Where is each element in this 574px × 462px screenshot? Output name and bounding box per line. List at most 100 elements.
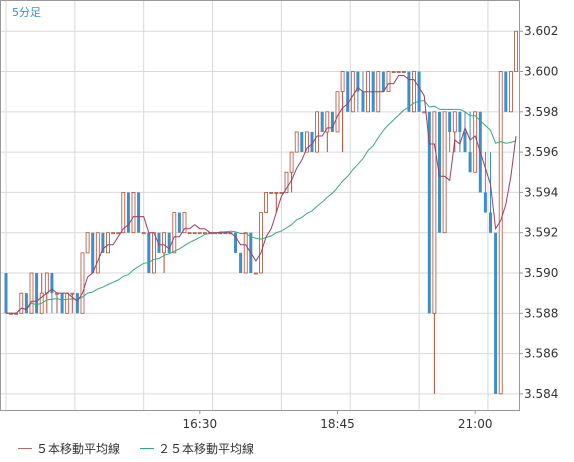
candle-body — [294, 131, 299, 153]
candle-body — [432, 111, 437, 314]
candle — [407, 71, 411, 112]
candle-body — [44, 272, 49, 294]
candle — [147, 232, 151, 273]
candle-body — [172, 212, 177, 254]
candle-body — [473, 111, 478, 173]
candle — [60, 293, 64, 314]
candle-body — [157, 232, 161, 253]
candle-body — [151, 232, 156, 274]
candle — [335, 91, 340, 133]
candle — [289, 151, 294, 193]
ma25-line — [6, 99, 517, 314]
candle-body — [448, 111, 452, 132]
candle-body — [187, 232, 192, 235]
candle-body — [438, 111, 441, 233]
candle-body — [50, 272, 54, 294]
candle-body — [401, 71, 406, 73]
candle — [137, 192, 141, 233]
candle — [116, 232, 121, 235]
grid-lines — [1, 1, 519, 410]
candle — [197, 232, 202, 235]
candle — [269, 192, 274, 194]
candle-body — [192, 232, 197, 235]
candle-body — [381, 71, 385, 92]
candle — [19, 292, 24, 314]
candle — [442, 111, 447, 234]
candle-body — [310, 131, 314, 153]
candle-body — [85, 232, 90, 254]
candle-body — [259, 212, 263, 274]
candle-body — [407, 71, 411, 112]
candle — [279, 192, 284, 194]
candle-body — [340, 71, 345, 93]
candle — [330, 111, 334, 132]
y-axis: 3.584 3.586 3.588 3.590 3.592 3.594 3.596 3.598… — [519, 24, 558, 401]
candle — [106, 232, 110, 254]
candle — [264, 192, 269, 213]
candle-body — [95, 232, 100, 274]
candle-body — [452, 111, 457, 133]
plot-area — [0, 0, 520, 411]
legend-label-ma5: ５本移動平均線 — [36, 442, 121, 456]
candle — [458, 111, 462, 153]
candle — [131, 192, 136, 234]
candle — [340, 71, 345, 153]
candle-body — [315, 111, 320, 153]
legend-item-ma25: ２５本移動平均線 — [140, 440, 254, 457]
y-tick-label: 3.594 — [524, 185, 558, 199]
candles — [4, 30, 518, 395]
candle — [401, 71, 406, 73]
candle-body — [494, 232, 498, 394]
candle — [315, 111, 320, 153]
candle — [438, 111, 441, 233]
candle-body — [468, 152, 472, 173]
candle-body — [508, 71, 513, 113]
candle — [141, 232, 146, 235]
candle-body — [335, 91, 340, 133]
candle — [192, 232, 197, 235]
candle-body — [442, 111, 447, 234]
candle — [494, 232, 498, 394]
candle — [29, 272, 34, 314]
candle — [489, 152, 492, 233]
candle-body — [239, 252, 243, 273]
candle — [253, 272, 258, 275]
candle-body — [304, 131, 309, 153]
candle-body — [202, 232, 207, 235]
candle — [80, 252, 85, 314]
candle — [356, 71, 360, 112]
candle-body — [279, 192, 284, 194]
ma5-line — [6, 75, 517, 314]
candle-body — [197, 232, 202, 235]
candle-body — [91, 232, 95, 273]
candle-body — [396, 71, 401, 73]
candle — [172, 212, 177, 254]
candle-body — [417, 71, 421, 112]
candle-body — [284, 171, 289, 193]
candle-body — [75, 293, 79, 314]
candle-body — [70, 292, 75, 295]
candle — [151, 232, 156, 274]
candle — [463, 111, 467, 153]
candle — [504, 71, 508, 112]
candle-body — [111, 232, 115, 235]
candle — [427, 111, 431, 314]
candle-body — [141, 232, 146, 235]
candle-body — [234, 232, 237, 253]
candle — [432, 111, 437, 394]
candle-body — [177, 212, 181, 233]
candle-body — [264, 192, 269, 213]
candle-body — [483, 192, 487, 213]
candle-body — [412, 71, 416, 113]
period-label: 5分足 — [12, 6, 41, 19]
candle-body — [458, 111, 462, 132]
candle — [346, 71, 350, 112]
candle — [157, 232, 161, 253]
candle-body — [116, 232, 121, 235]
candle — [396, 71, 401, 73]
candle — [4, 272, 8, 314]
candle-body — [489, 212, 492, 233]
candle — [508, 71, 513, 113]
ma25-swatch — [140, 448, 155, 449]
